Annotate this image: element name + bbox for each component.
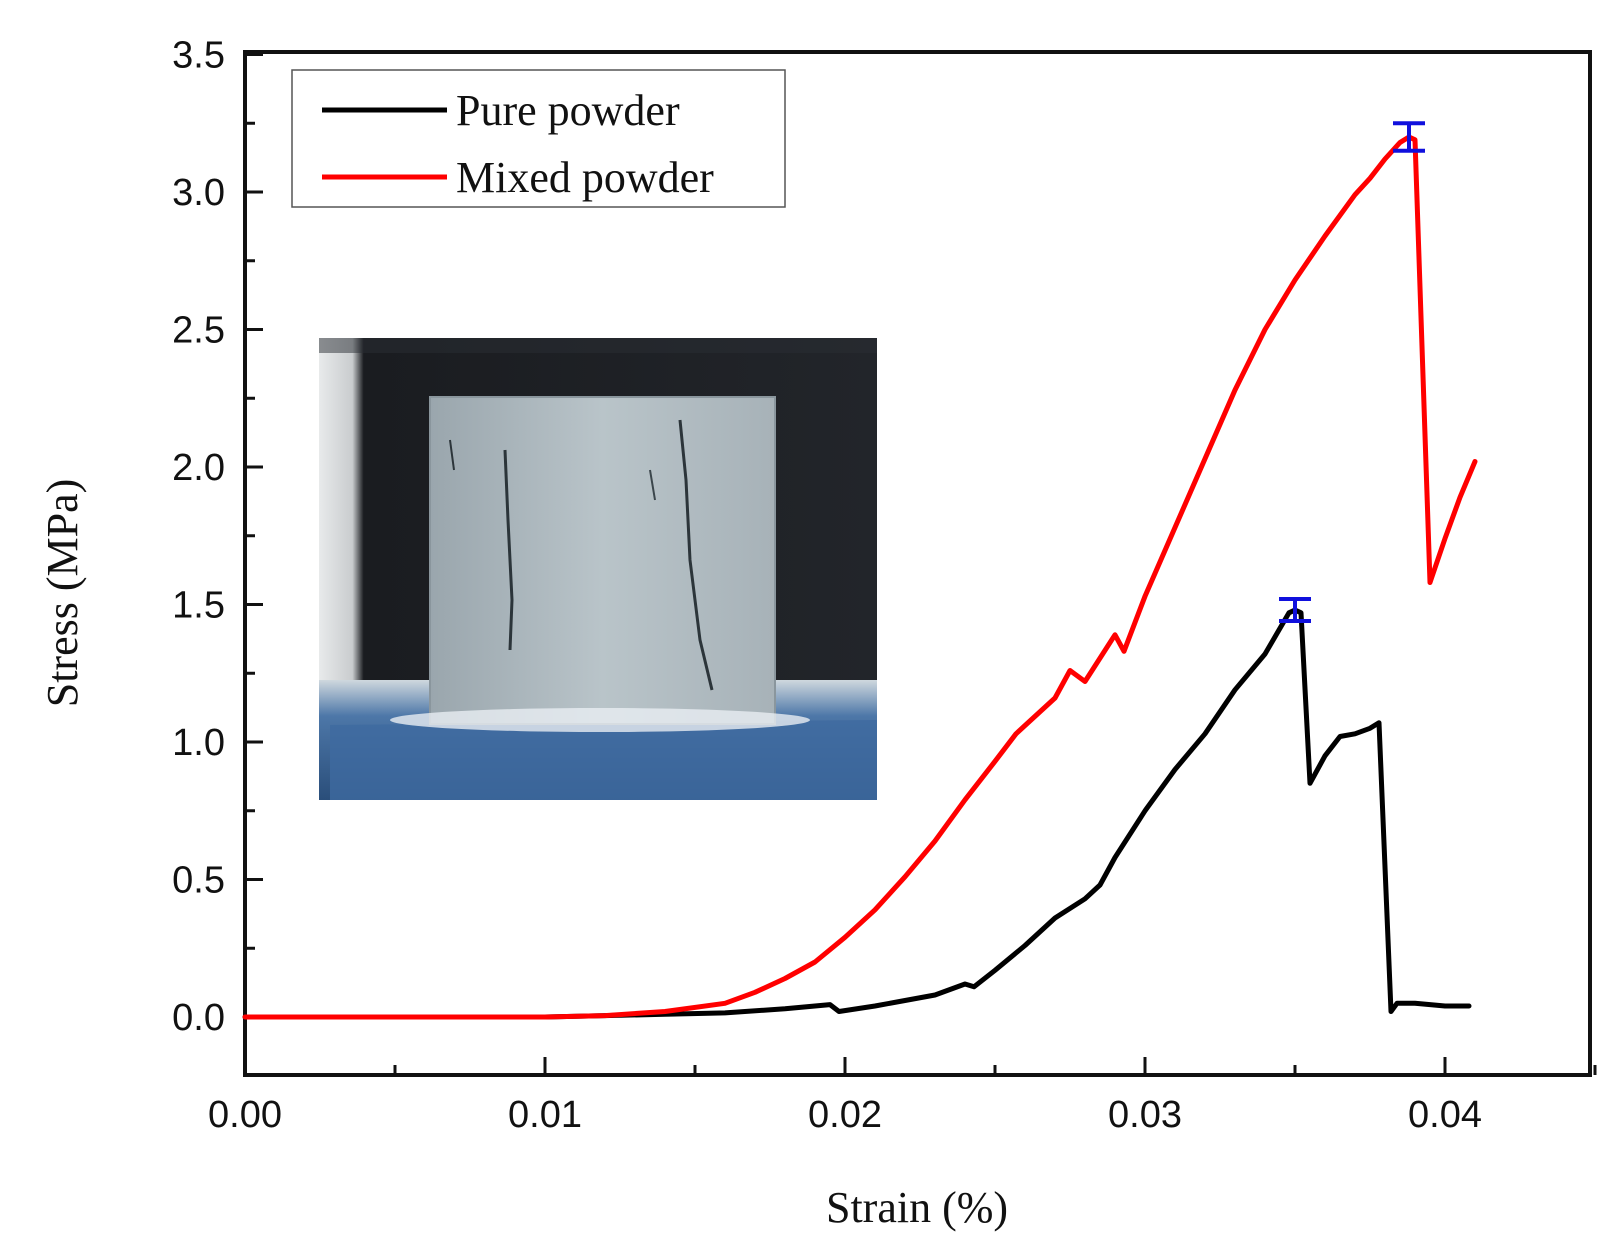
y-axis-title: Stress (MPa) <box>38 479 87 708</box>
legend-label-mixed: Mixed powder <box>456 153 714 202</box>
x-tick-label: 0.02 <box>808 1094 882 1136</box>
legend-label-pure: Pure powder <box>456 86 680 135</box>
y-tick-label: 1.5 <box>172 585 225 627</box>
x-tick-label: 0.01 <box>508 1094 582 1136</box>
y-tick-label: 3.5 <box>172 35 225 77</box>
y-tick-label: 2.0 <box>172 447 225 489</box>
error-bar-pure-powder <box>1279 597 1311 623</box>
tick-labels: 0.00 0.01 0.02 0.03 0.04 0.0 0.5 1.0 1.5 2.0 2.5 3.… <box>172 35 1482 1137</box>
y-tick-label: 1.0 <box>172 722 225 764</box>
series-lines <box>242 134 1478 1020</box>
x-tick-label: 0.03 <box>1108 1094 1182 1136</box>
y-tick-label: 0.5 <box>172 860 225 902</box>
x-tick-label: 0.04 <box>1408 1094 1482 1136</box>
error-bars <box>1279 121 1425 623</box>
error-bar-mixed-powder <box>1393 121 1425 153</box>
y-tick-label: 2.5 <box>172 310 225 352</box>
specimen-photo <box>319 338 877 800</box>
y-tick-label: 3.0 <box>172 172 225 214</box>
x-axis-title: Strain (%) <box>826 1183 1008 1232</box>
x-tick-label: 0.00 <box>208 1094 282 1136</box>
legend-box <box>291 69 786 208</box>
series-line-mixed-powder <box>242 134 1478 1020</box>
y-tick-label: 0.0 <box>172 997 225 1039</box>
legend: Pure powder Mixed powder <box>291 69 786 208</box>
plot-frame <box>243 50 1592 1077</box>
ticks <box>243 53 1597 1075</box>
series-line-pure-powder <box>242 607 1472 1020</box>
